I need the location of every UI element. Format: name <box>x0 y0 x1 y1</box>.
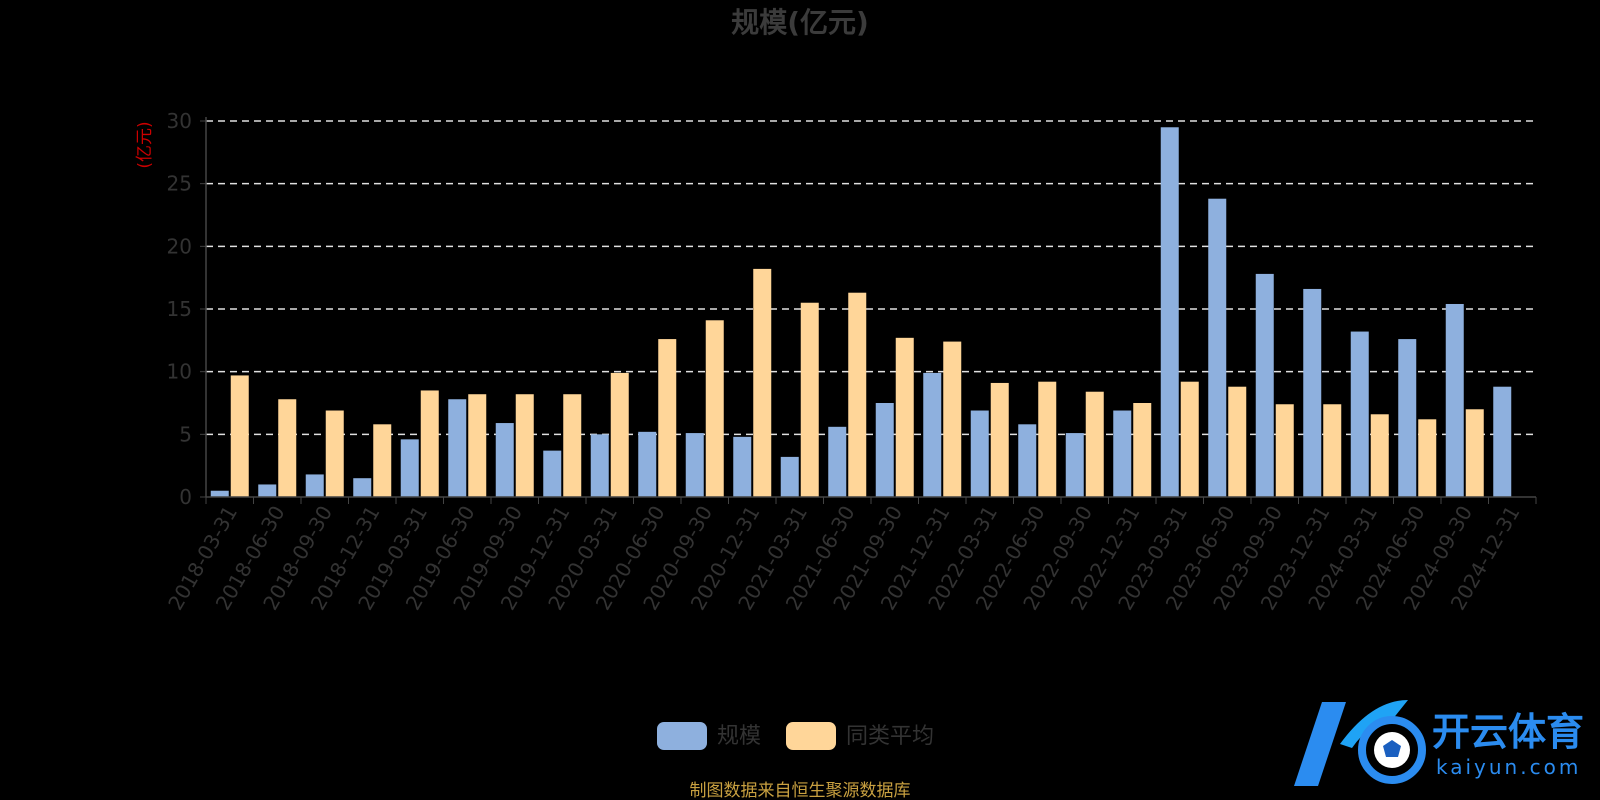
y-tick-label: 30 <box>167 109 192 133</box>
bar-scale <box>305 474 324 497</box>
bar-average <box>230 375 249 497</box>
bar-scale <box>923 372 942 497</box>
bar-average <box>1465 409 1484 497</box>
bar-average <box>1038 381 1057 497</box>
legend-label-scale: 规模 <box>717 724 761 749</box>
bar-scale <box>733 436 752 497</box>
bar-scale <box>638 431 657 497</box>
bar-average <box>373 424 392 497</box>
legend: 规模 同类平均 <box>657 722 934 750</box>
bar-scale <box>1445 303 1464 497</box>
y-tick-label: 15 <box>167 297 192 321</box>
bar-scale <box>875 403 894 497</box>
bar-average <box>705 320 724 497</box>
bar-average <box>610 372 629 497</box>
bar-average <box>1133 403 1152 497</box>
logo-mark-icon <box>1294 700 1426 786</box>
bar-average <box>753 268 772 497</box>
bar-scale <box>1113 410 1132 497</box>
y-axis-ticks: 0 5 10 15 20 25 30 <box>167 109 206 509</box>
legend-swatch-average <box>786 722 836 750</box>
bar-average <box>1228 386 1247 497</box>
bar-scale <box>1303 288 1322 497</box>
bar-scale <box>685 433 704 497</box>
bar-scale <box>1208 198 1227 497</box>
bar-scale <box>400 439 419 497</box>
bar-average <box>848 292 867 497</box>
bar-scale <box>1160 127 1179 498</box>
chart-title: 规模(亿元) <box>731 6 869 39</box>
bar-average <box>1275 404 1294 497</box>
bar-scale <box>1493 386 1512 497</box>
source-note: 制图数据来自恒生聚源数据库 <box>690 781 911 800</box>
bar-scale <box>590 434 609 497</box>
logo-en-text: kaiyun.com <box>1436 755 1581 779</box>
y-tick-label: 0 <box>179 485 192 509</box>
bar-scale <box>1398 339 1417 497</box>
bar-average <box>563 394 582 497</box>
kaiyun-logo: 开云体育 kaiyun.com <box>1294 700 1584 786</box>
y-tick-label: 10 <box>167 360 192 384</box>
y-tick-label: 5 <box>179 422 192 446</box>
legend-swatch-scale <box>657 722 707 750</box>
bar-average <box>1085 391 1104 497</box>
y-tick-label: 25 <box>167 172 192 196</box>
bar-scale <box>1065 433 1084 497</box>
bar-scale <box>210 490 229 497</box>
bar-average <box>1370 414 1389 497</box>
bar-scale <box>448 399 467 497</box>
bar-scale <box>353 478 372 497</box>
y-axis-label: (亿元) <box>135 121 155 168</box>
bar-average <box>1418 419 1437 497</box>
bar-scale <box>543 450 562 497</box>
bar-average <box>800 302 819 497</box>
bar-scale <box>780 456 799 497</box>
bar-scale <box>828 426 847 497</box>
bar-scale <box>258 484 277 497</box>
bar-average <box>1180 381 1199 497</box>
bars <box>210 127 1512 498</box>
bar-scale <box>495 423 514 497</box>
bar-average <box>325 410 344 497</box>
bar-scale <box>1255 273 1274 497</box>
bar-scale <box>1018 424 1037 497</box>
bar-average <box>990 382 1009 497</box>
bar-average <box>1323 404 1342 497</box>
bar-average <box>278 399 297 497</box>
bar-average <box>468 394 487 497</box>
bar-average <box>420 390 439 497</box>
bar-scale <box>970 410 989 497</box>
y-tick-label: 20 <box>167 234 192 258</box>
bar-scale <box>1350 331 1369 497</box>
bar-average <box>515 394 534 497</box>
bar-average <box>658 339 677 497</box>
legend-label-average: 同类平均 <box>846 724 934 749</box>
bar-average <box>943 341 962 497</box>
logo-cn-text: 开云体育 <box>1432 710 1584 754</box>
bar-average <box>895 337 914 497</box>
